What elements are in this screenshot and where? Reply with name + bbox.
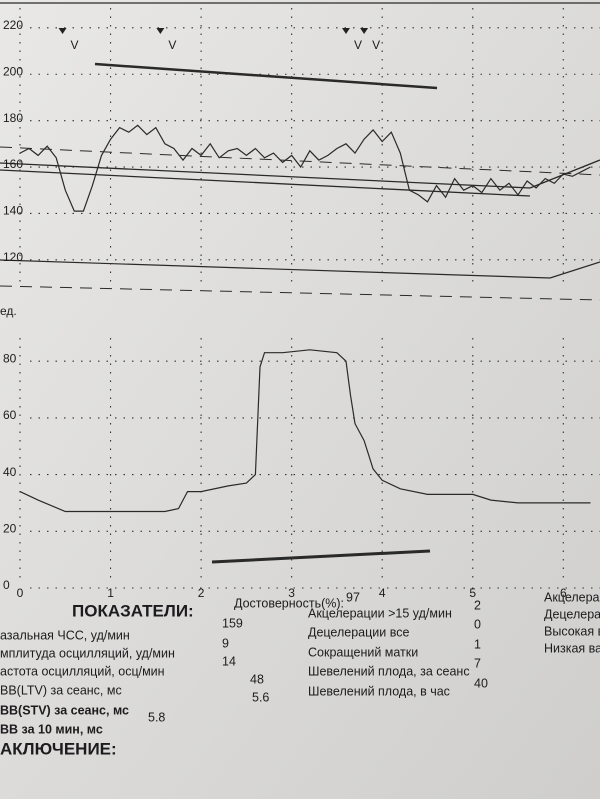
indicator-label: ВВ(LTV) за сеанс, мс (0, 683, 122, 697)
rule-line (0, 162, 531, 189)
y-axis-label: ед. (0, 304, 17, 318)
indicator-value: 2 (474, 598, 481, 612)
indicator-value: 9 (222, 636, 229, 650)
indicator-value: 5.8 (148, 710, 165, 724)
y-tick-label: 20 (3, 521, 17, 535)
event-triangle (156, 28, 165, 34)
indicator-value: 1 (474, 637, 481, 651)
event-triangle (360, 28, 369, 34)
indicator-value: 14 (222, 654, 236, 668)
y-tick-label: 80 (3, 351, 17, 365)
reliability-value: 97 (346, 590, 360, 604)
indicator-label: астота осцилляций, осц/мин (0, 664, 165, 678)
x-tick-label: 6 (560, 586, 567, 600)
y-tick-label: 160 (3, 157, 23, 171)
x-tick-label: 5 (469, 586, 476, 600)
dashed-line (0, 146, 600, 176)
event-mark: V (168, 38, 176, 52)
indicator-label: Шевелений плода, в час (308, 684, 450, 698)
y-tick-label: 220 (3, 18, 23, 32)
x-tick-label: 4 (379, 586, 386, 600)
event-mark: V (372, 38, 380, 52)
indicator-label: ВВ за 10 мин, мс (0, 722, 103, 736)
indicator-label: мплитуда осцилляций, уд/мин (0, 646, 175, 660)
event-mark: V (71, 38, 79, 52)
x-tick-label: 0 (17, 586, 24, 600)
indicator-value: 7 (474, 656, 481, 670)
indicator-value: 159 (222, 616, 243, 630)
conclusion-title: АКЛЮЧЕНИЕ: (0, 739, 117, 758)
marker-line (211, 549, 431, 564)
indicator-label-cut: Низкая ва (544, 641, 600, 655)
section-title: ПОКАЗАТЕЛИ: (72, 601, 194, 620)
x-tick-label: 1 (107, 586, 114, 600)
y-tick-label: 60 (3, 408, 17, 422)
x-tick-label: 3 (288, 586, 295, 600)
indicator-label: Сокращений матки (308, 645, 418, 659)
indicator-label: Акцелерации >15 уд/мин (308, 606, 452, 620)
y-tick-label: 200 (3, 64, 23, 78)
event-triangle (58, 28, 67, 34)
event-mark: V (354, 38, 362, 52)
indicator-label: Шевелений плода, за сеанс (308, 664, 470, 678)
indicator-label-cut: Децелера (544, 607, 600, 621)
indicator-label-cut: Акцелера (544, 590, 600, 604)
y-tick-label: 180 (3, 111, 23, 125)
printed-lines (0, 2, 600, 564)
indicator-label: ВВ(STV) за сеанс, мс (0, 703, 129, 717)
trace (19, 124, 591, 212)
y-tick-label: 0 (3, 578, 10, 592)
trace (19, 349, 591, 513)
y-tick-label: 120 (3, 250, 23, 264)
marker-line (94, 62, 438, 90)
indicator-label: азальная ЧСС, уд/мин (0, 628, 130, 642)
indicator-value: 40 (474, 676, 488, 690)
indicator-label-cut: Высокая в (544, 624, 600, 638)
rule-line (549, 261, 600, 279)
indicator-value: 5.6 (252, 690, 269, 704)
indicator-value: 48 (250, 672, 264, 686)
reliability-label: Достоверность(%): (234, 596, 344, 610)
indicator-label: Децелерации все (308, 625, 409, 639)
x-tick-label: 2 (198, 586, 205, 600)
indicator-value: 0 (474, 617, 481, 631)
y-tick-label: 140 (3, 204, 23, 218)
dashed-line (0, 285, 600, 301)
rule-line (0, 259, 551, 279)
y-tick-label: 40 (3, 465, 17, 479)
event-triangle (341, 28, 350, 34)
